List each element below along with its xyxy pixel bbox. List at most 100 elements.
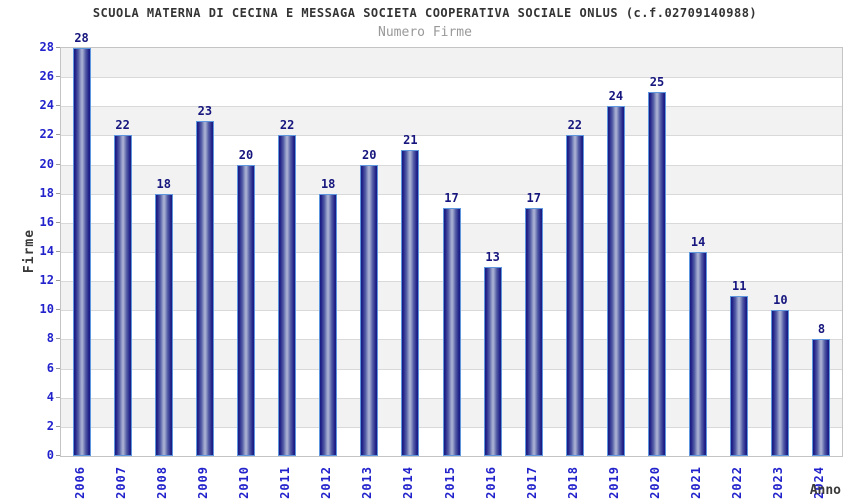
bar-value-label: 22: [115, 118, 130, 133]
bar-value-label: 18: [156, 176, 171, 191]
x-tick-label: 2023: [771, 466, 786, 499]
bar-value-label: 24: [608, 89, 624, 104]
y-tick-label: 28: [39, 40, 54, 54]
grid-band: [61, 48, 842, 78]
bar-value-label: 18: [320, 176, 336, 191]
y-tick-mark: [56, 105, 60, 107]
bar: [278, 135, 297, 456]
y-tick-mark: [56, 280, 60, 282]
gridline: [61, 106, 842, 108]
x-tick-label: 2018: [565, 466, 580, 499]
bar: [319, 193, 338, 456]
bar: [648, 91, 667, 456]
grid-band: [61, 106, 842, 136]
bar-value-label: 20: [238, 147, 254, 162]
y-tick-mark: [56, 76, 60, 78]
y-tick-label: 2: [46, 418, 54, 433]
y-tick-mark: [56, 192, 60, 194]
x-tick-label: 2011: [278, 466, 293, 499]
x-axis-title: Anno: [809, 483, 841, 498]
y-tick-label: 0: [46, 448, 54, 462]
bar: [730, 295, 749, 456]
y-tick-label: 4: [46, 389, 54, 404]
bar-value-label: 11: [732, 278, 747, 293]
chart-title: SCUOLA MATERNA DI CECINA E MESSAGA SOCIE…: [92, 6, 758, 20]
bar-value-label: 13: [485, 249, 500, 264]
y-tick-label: 14: [39, 244, 54, 258]
bar-value-label: 22: [567, 118, 583, 133]
x-tick-label: 2019: [606, 466, 621, 499]
plot-area: 28 22 18 23 20 22 18 20 21 17 13 17 22 24 25 14 11 10 8: [60, 31, 843, 457]
y-tick-mark: [56, 425, 60, 427]
bar: [483, 266, 502, 456]
x-tick-label: 2022: [730, 466, 745, 499]
x-tick-label: 2008: [154, 466, 169, 499]
x-tick-label: 2014: [401, 466, 416, 499]
grid-band: [61, 77, 842, 107]
bar-value-label: 17: [444, 191, 459, 206]
x-tick-label: 2016: [483, 466, 498, 499]
x-tick-label: 2009: [195, 466, 210, 499]
x-tick-label: 2017: [524, 466, 539, 499]
x-tick-label: 2013: [360, 466, 375, 499]
bar: [812, 339, 831, 456]
y-tick-label: 6: [46, 360, 54, 375]
x-tick-label: 2012: [319, 466, 334, 499]
x-tick-label: 2007: [113, 466, 128, 499]
bar-value-label: 22: [279, 118, 295, 133]
bar: [606, 106, 625, 456]
bar-value-label: 17: [526, 191, 541, 206]
chart-subtitle: Numero Firme: [378, 25, 472, 40]
x-tick-label: 2015: [442, 466, 457, 499]
bar: [401, 150, 420, 456]
x-tick-label: 2006: [72, 466, 87, 499]
grid-band: [61, 164, 842, 194]
y-tick-mark: [56, 338, 60, 340]
bar: [236, 164, 255, 456]
x-tick-label: 2021: [689, 466, 704, 499]
y-tick-mark: [56, 47, 60, 48]
gridline: [61, 193, 842, 195]
y-tick-mark: [56, 221, 60, 223]
bar: [72, 48, 91, 456]
y-tick-mark: [56, 309, 60, 311]
y-tick-label: 20: [39, 156, 54, 171]
x-tick-label: 2020: [648, 466, 663, 499]
bar: [195, 120, 214, 456]
grid-band: [61, 135, 842, 165]
bar-value-label: 28: [74, 31, 89, 45]
y-tick-label: 16: [39, 214, 54, 229]
y-tick-mark: [56, 163, 60, 165]
y-tick-mark: [56, 134, 60, 136]
bar: [113, 135, 132, 456]
bar-value-label: 14: [690, 235, 706, 249]
y-tick-label: 10: [39, 302, 54, 317]
bar: [565, 135, 584, 456]
bar-value-label: 10: [773, 293, 788, 308]
bar: [689, 252, 708, 456]
gridline: [61, 135, 842, 137]
y-tick-mark: [56, 396, 60, 398]
gridline: [61, 77, 842, 79]
bar: [524, 208, 543, 456]
y-tick-label: 26: [39, 69, 54, 84]
bar: [442, 208, 461, 456]
bar: [771, 310, 790, 456]
y-tick-label: 18: [39, 185, 54, 200]
bar: [360, 164, 379, 456]
gridline: [61, 164, 842, 166]
y-tick-mark: [56, 455, 60, 456]
y-tick-label: 22: [39, 127, 54, 142]
x-tick-label: 2010: [236, 466, 251, 499]
y-tick-label: 12: [39, 273, 54, 288]
y-tick-mark: [56, 367, 60, 369]
bar: [154, 193, 173, 456]
bar-value-label: 25: [649, 74, 665, 89]
y-tick-label: 8: [46, 331, 54, 346]
y-tick-mark: [56, 251, 60, 252]
bar-value-label: 20: [362, 147, 377, 162]
y-tick-label: 24: [39, 98, 54, 113]
bar-value-label: 8: [817, 322, 826, 337]
bar-value-label: 23: [197, 103, 213, 118]
